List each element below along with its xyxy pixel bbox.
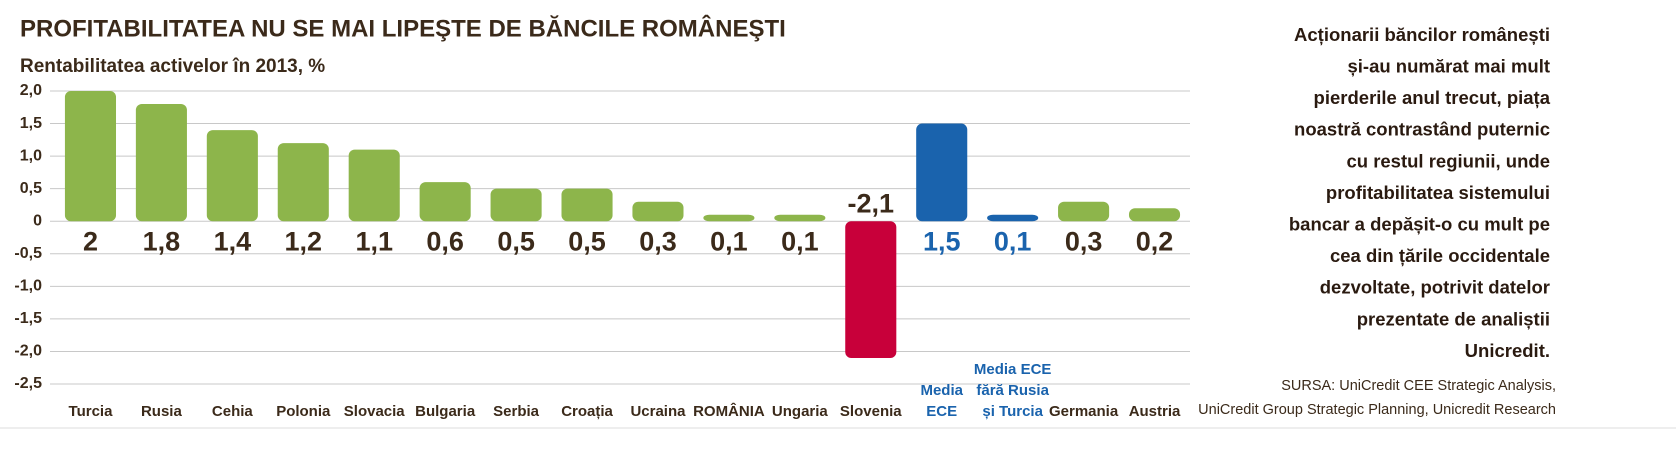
bar bbox=[1128, 208, 1181, 222]
value-label: -2,1 bbox=[848, 188, 895, 218]
x-tick-label: Serbia bbox=[493, 403, 540, 420]
x-tick-label: Germania bbox=[1049, 403, 1119, 420]
source-line: UniCredit Group Strategic Planning, Unic… bbox=[1198, 402, 1556, 418]
value-label: 0,2 bbox=[1136, 226, 1174, 256]
value-label: 0,3 bbox=[639, 226, 677, 256]
value-label: 1,2 bbox=[285, 226, 323, 256]
chart-subtitle: Rentabilitatea activelor în 2013, % bbox=[20, 56, 325, 77]
bar bbox=[845, 221, 897, 358]
value-label: 0,6 bbox=[426, 226, 464, 256]
value-label: 0,3 bbox=[1065, 226, 1103, 256]
bar bbox=[206, 130, 258, 222]
x-tick-label: Slovenia bbox=[840, 403, 902, 420]
y-tick-label: 1,0 bbox=[20, 147, 42, 164]
x-tick-label: Media ECE bbox=[920, 382, 963, 420]
annotation-line: cu restul regiunii, unde bbox=[1346, 150, 1550, 171]
x-tick-label: Polonia bbox=[276, 403, 331, 420]
annotation-line: cea din țările occidentale bbox=[1330, 245, 1550, 266]
x-tick-label: Austria bbox=[1129, 403, 1181, 420]
x-tick-label: Ucraina bbox=[630, 403, 686, 420]
x-tick-label: Croația bbox=[561, 403, 613, 420]
bar bbox=[64, 91, 117, 222]
value-label: 0,1 bbox=[994, 226, 1032, 256]
annotation-line: dezvoltate, potrivit datelor bbox=[1320, 277, 1550, 298]
annotation-line: pierderile anul trecut, piața bbox=[1314, 87, 1551, 108]
annotation-line: noastră contrastând puternic bbox=[1294, 119, 1550, 140]
annotation-line: bancar a depășit-o cu mult pe bbox=[1289, 213, 1550, 234]
chart-title: PROFITABILITATEA NU SE MAI LIPEŞTE DE BĂ… bbox=[20, 14, 786, 42]
x-tick-label: Cehia bbox=[212, 403, 254, 420]
bar bbox=[135, 104, 187, 222]
value-label: 1,8 bbox=[143, 226, 181, 256]
value-label: 0,1 bbox=[781, 226, 819, 256]
x-tick-label: Ungaria bbox=[772, 403, 829, 420]
y-tick-label: -2,0 bbox=[14, 343, 42, 360]
value-label: 2 bbox=[83, 226, 98, 256]
bar bbox=[1058, 201, 1110, 222]
y-tick-label: 2,0 bbox=[20, 82, 42, 99]
bar bbox=[277, 143, 329, 222]
x-tick-label: ROMÂNIA bbox=[693, 402, 765, 420]
x-tick-label: Rusia bbox=[141, 403, 183, 420]
bar bbox=[490, 188, 542, 222]
bar bbox=[632, 201, 684, 222]
bar bbox=[348, 149, 400, 222]
y-tick-label: 1,5 bbox=[20, 115, 42, 132]
y-tick-label: -2,5 bbox=[14, 375, 42, 392]
bar bbox=[774, 214, 826, 222]
annotation-line: și-au numărat mai mult bbox=[1347, 55, 1550, 76]
value-label: 1,1 bbox=[355, 226, 393, 256]
bar bbox=[419, 182, 471, 222]
y-tick-label: -1,0 bbox=[14, 278, 42, 295]
value-label: 0,1 bbox=[710, 226, 748, 256]
y-tick-label: -1,5 bbox=[14, 310, 42, 327]
source-line: SURSA: UniCredit CEE Strategic Analysis, bbox=[1281, 378, 1556, 394]
bar bbox=[987, 214, 1039, 222]
value-label: 1,4 bbox=[214, 226, 252, 256]
value-label: 0,5 bbox=[568, 226, 606, 256]
value-label: 0,5 bbox=[497, 226, 535, 256]
x-tick-label: Slovacia bbox=[344, 403, 406, 420]
y-tick-label: 0 bbox=[33, 212, 42, 229]
value-label: 1,5 bbox=[923, 226, 961, 256]
annotation-line: profitabilitatea sistemului bbox=[1326, 182, 1550, 203]
bar bbox=[916, 123, 968, 222]
bar bbox=[703, 214, 755, 222]
x-tick-label: Bulgaria bbox=[415, 403, 476, 420]
annotation-line: prezentate de analiștii bbox=[1357, 308, 1550, 329]
y-tick-label: 0,5 bbox=[20, 180, 42, 197]
bar bbox=[561, 188, 613, 222]
x-tick-label: Turcia bbox=[69, 403, 114, 420]
annotation-line: Unicredit. bbox=[1465, 340, 1550, 361]
annotation-line: Acționarii băncilor românești bbox=[1294, 24, 1550, 45]
x-tick-label: Media ECE fără Rusia și Turcia bbox=[974, 361, 1052, 420]
y-tick-label: -0,5 bbox=[14, 245, 42, 262]
